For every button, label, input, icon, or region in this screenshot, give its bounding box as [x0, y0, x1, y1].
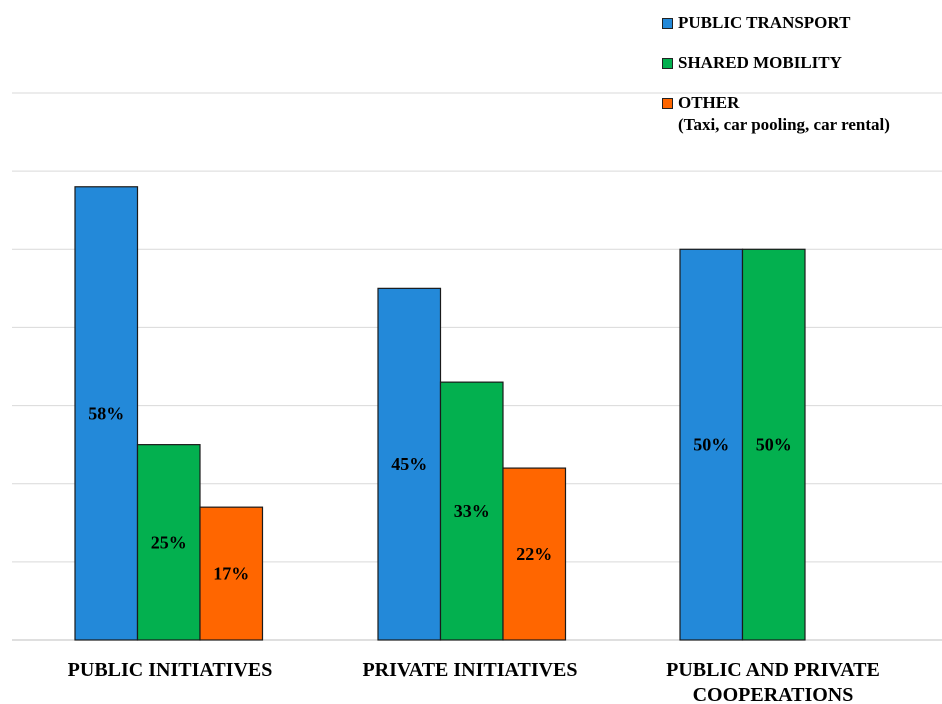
bar-1-1: [74, 186, 139, 641]
legend-note-other: (Taxi, car pooling, car rental): [678, 115, 890, 134]
legend-label-public-transport: PUBLIC TRANSPORT: [678, 13, 851, 32]
legend-label-shared-mobility: SHARED MOBILITY: [678, 53, 842, 72]
bar-value-label-1-1: 58%: [88, 403, 124, 423]
bar-value-labels: 58% 25% 17% 45% 33% 22% 50% 50%: [88, 403, 792, 583]
bar-value-label-3-1: 50%: [693, 435, 729, 455]
legend: PUBLIC TRANSPORT SHARED MOBILITY OTHER (…: [662, 12, 940, 154]
bar-3-2: [741, 248, 806, 641]
legend-swatch-shared-mobility: [662, 58, 673, 69]
legend-item-public-transport: PUBLIC TRANSPORT: [662, 12, 940, 34]
bar-value-label-3-2: 50%: [756, 435, 792, 455]
bar-3-1: [679, 248, 744, 641]
category-labels: PUBLIC INITIATIVES PRIVATE INITIATIVES PUB…: [68, 659, 880, 704]
legend-item-other: OTHER (Taxi, car pooling, car rental): [662, 92, 940, 136]
bar-1-3: [199, 506, 264, 641]
category-label-3-line-2: COOPERATIONS: [693, 684, 854, 704]
legend-swatch-other: [662, 98, 673, 109]
bar-value-label-2-2: 33%: [454, 501, 490, 521]
legend-item-shared-mobility: SHARED MOBILITY: [662, 52, 940, 74]
category-label-2-line-1: PRIVATE INITIATIVES: [362, 659, 577, 681]
category-label-1-line-1: PUBLIC INITIATIVES: [68, 659, 273, 681]
bars: [74, 186, 806, 641]
bar-value-label-2-3: 22%: [516, 544, 552, 564]
bar-value-label-2-1: 45%: [391, 454, 427, 474]
bar-2-3: [502, 467, 567, 641]
category-label-3-line-1: PUBLIC AND PRIVATE: [666, 659, 880, 681]
legend-swatch-public-transport: [662, 18, 673, 29]
bar-value-label-1-2: 25%: [151, 532, 187, 552]
legend-label-other: OTHER: [678, 93, 740, 112]
bar-value-label-1-3: 17%: [213, 564, 249, 584]
bar-1-2: [136, 444, 201, 641]
